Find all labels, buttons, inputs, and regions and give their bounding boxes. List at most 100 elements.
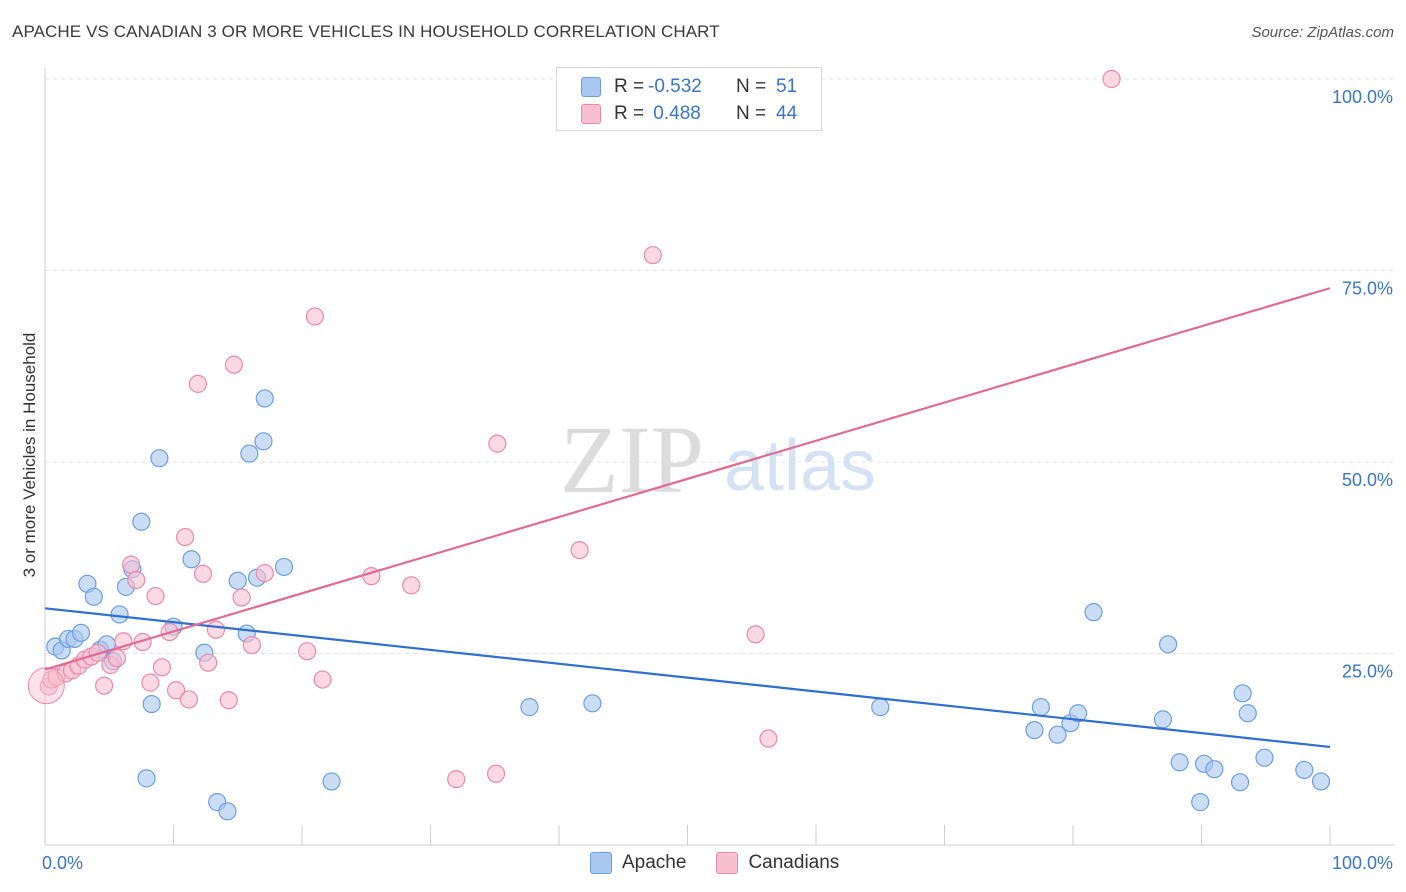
apache-point-39 <box>1153 710 1173 729</box>
legend-swatch-canadians <box>581 104 601 124</box>
canadians-point-8 <box>88 643 107 662</box>
canadians-point-27 <box>219 691 238 710</box>
apache-point-27 <box>255 389 274 408</box>
canadians-trend-line <box>44 287 1331 671</box>
x-tick-label-0: 0.0% <box>42 853 83 873</box>
legend-n-value: 44 <box>776 103 798 124</box>
legend-r-label: R = <box>614 103 645 124</box>
apache-point-31 <box>583 694 602 713</box>
apache-point-48 <box>1255 748 1274 767</box>
canadians-point-38 <box>486 764 506 783</box>
apache-point-30 <box>520 698 539 717</box>
apache-point-50 <box>1311 772 1331 791</box>
apache-point-35 <box>1048 725 1067 744</box>
apache-point-45 <box>1230 773 1250 792</box>
apache-point-46 <box>1233 684 1252 703</box>
y-tick-label-3: 100.0% <box>1332 87 1393 107</box>
canadians-point-9 <box>95 676 114 695</box>
legend-r-value: 0.488 <box>648 103 701 124</box>
apache-point-14 <box>137 769 156 788</box>
axes <box>44 68 1395 846</box>
y-tick-label-1: 50.0% <box>1342 470 1393 490</box>
legend-row-canadians: R = 0.488 N = 44 <box>581 103 797 125</box>
apache-point-41 <box>1170 753 1189 772</box>
legend-row-apache: R = -0.532 N = 51 <box>581 76 797 98</box>
canadians-point-32 <box>298 642 317 661</box>
series-label-apache: Apache <box>622 852 687 873</box>
canadians-point-31 <box>255 563 274 583</box>
apache-point-34 <box>1031 698 1050 717</box>
apache-points <box>46 389 1331 821</box>
apache-point-28 <box>274 557 294 577</box>
canadians-point-17 <box>146 586 165 606</box>
legend-n-label: N = <box>736 76 767 97</box>
correlation-legend: R = -0.532 N = 51 R = 0.488 N = 44 <box>556 67 822 131</box>
apache-point-32 <box>871 698 890 717</box>
apache-point-47 <box>1238 704 1257 723</box>
series-legend: Apache Canadians <box>590 852 869 874</box>
canadians-point-34 <box>313 670 332 689</box>
canadians-point-11 <box>107 648 127 668</box>
tick-labels: 25.0% 50.0% 75.0% 100.0% 0.0% 100.0% <box>42 87 1393 873</box>
apache-point-29 <box>322 772 341 791</box>
trend-lines <box>44 287 1331 749</box>
apache-trend-line <box>44 607 1331 749</box>
apache-point-21 <box>218 802 237 821</box>
legend-n-label: N = <box>736 103 767 124</box>
y-tick-label-0: 25.0% <box>1342 662 1393 682</box>
apache-point-16 <box>150 449 169 468</box>
series-legend-canadians[interactable]: Canadians <box>716 852 839 874</box>
grid-lines <box>45 78 1395 654</box>
apache-point-37 <box>1069 704 1088 723</box>
legend-swatch-apache <box>581 77 601 97</box>
canadians-point-14 <box>127 570 146 590</box>
apache-point-22 <box>228 571 247 590</box>
apache-point-42 <box>1191 793 1210 812</box>
canadians-point-44 <box>1102 69 1121 89</box>
apache-point-15 <box>142 694 161 714</box>
series-swatch-apache <box>590 852 612 874</box>
canadians-cluster-point <box>27 667 65 705</box>
canadians-point-29 <box>232 588 251 607</box>
x-tick-label-1: 100.0% <box>1332 853 1393 873</box>
apache-point-18 <box>182 550 201 569</box>
canadians-points <box>27 69 1121 789</box>
canadians-point-26 <box>206 620 226 639</box>
canadians-point-21 <box>175 527 195 547</box>
canadians-point-37 <box>447 770 466 789</box>
watermark-zip: ZIP <box>560 406 704 513</box>
canadians-point-36 <box>402 576 421 595</box>
source-label: Source: ZipAtlas.com <box>1251 24 1394 41</box>
chart-title: APACHE VS CANADIAN 3 OR MORE VEHICLES IN… <box>12 22 720 41</box>
canadians-point-22 <box>179 690 199 709</box>
canadians-point-43 <box>759 729 778 748</box>
apache-point-13 <box>132 512 151 531</box>
series-legend-apache[interactable]: Apache <box>590 852 686 874</box>
watermark-atlas: atlas <box>724 426 876 506</box>
canadians-point-33 <box>305 307 324 326</box>
apache-point-10 <box>110 605 129 624</box>
apache-point-40 <box>1158 635 1178 654</box>
canadians-point-41 <box>643 246 662 265</box>
canadians-point-30 <box>242 635 261 655</box>
legend-r-label: R = <box>614 76 645 97</box>
legend-r-value: -0.532 <box>648 76 702 97</box>
canadians-point-23 <box>188 374 208 393</box>
series-swatch-canadians <box>716 852 739 874</box>
canadians-point-25 <box>199 653 218 672</box>
canadians-point-40 <box>570 540 589 560</box>
apache-point-49 <box>1295 760 1314 780</box>
canadians-point-16 <box>141 673 160 692</box>
y-tick-label-2: 75.0% <box>1342 279 1393 299</box>
apache-point-26 <box>254 432 273 451</box>
apache-point-44 <box>1205 760 1224 779</box>
legend-n-value: 51 <box>776 76 798 97</box>
canadians-point-42 <box>746 625 765 644</box>
series-label-canadians: Canadians <box>748 852 840 873</box>
canadians-point-28 <box>224 355 243 374</box>
apache-point-4 <box>71 623 91 642</box>
canadians-point-39 <box>488 434 507 453</box>
canadians-point-13 <box>121 555 141 574</box>
apache-point-6 <box>84 587 103 606</box>
